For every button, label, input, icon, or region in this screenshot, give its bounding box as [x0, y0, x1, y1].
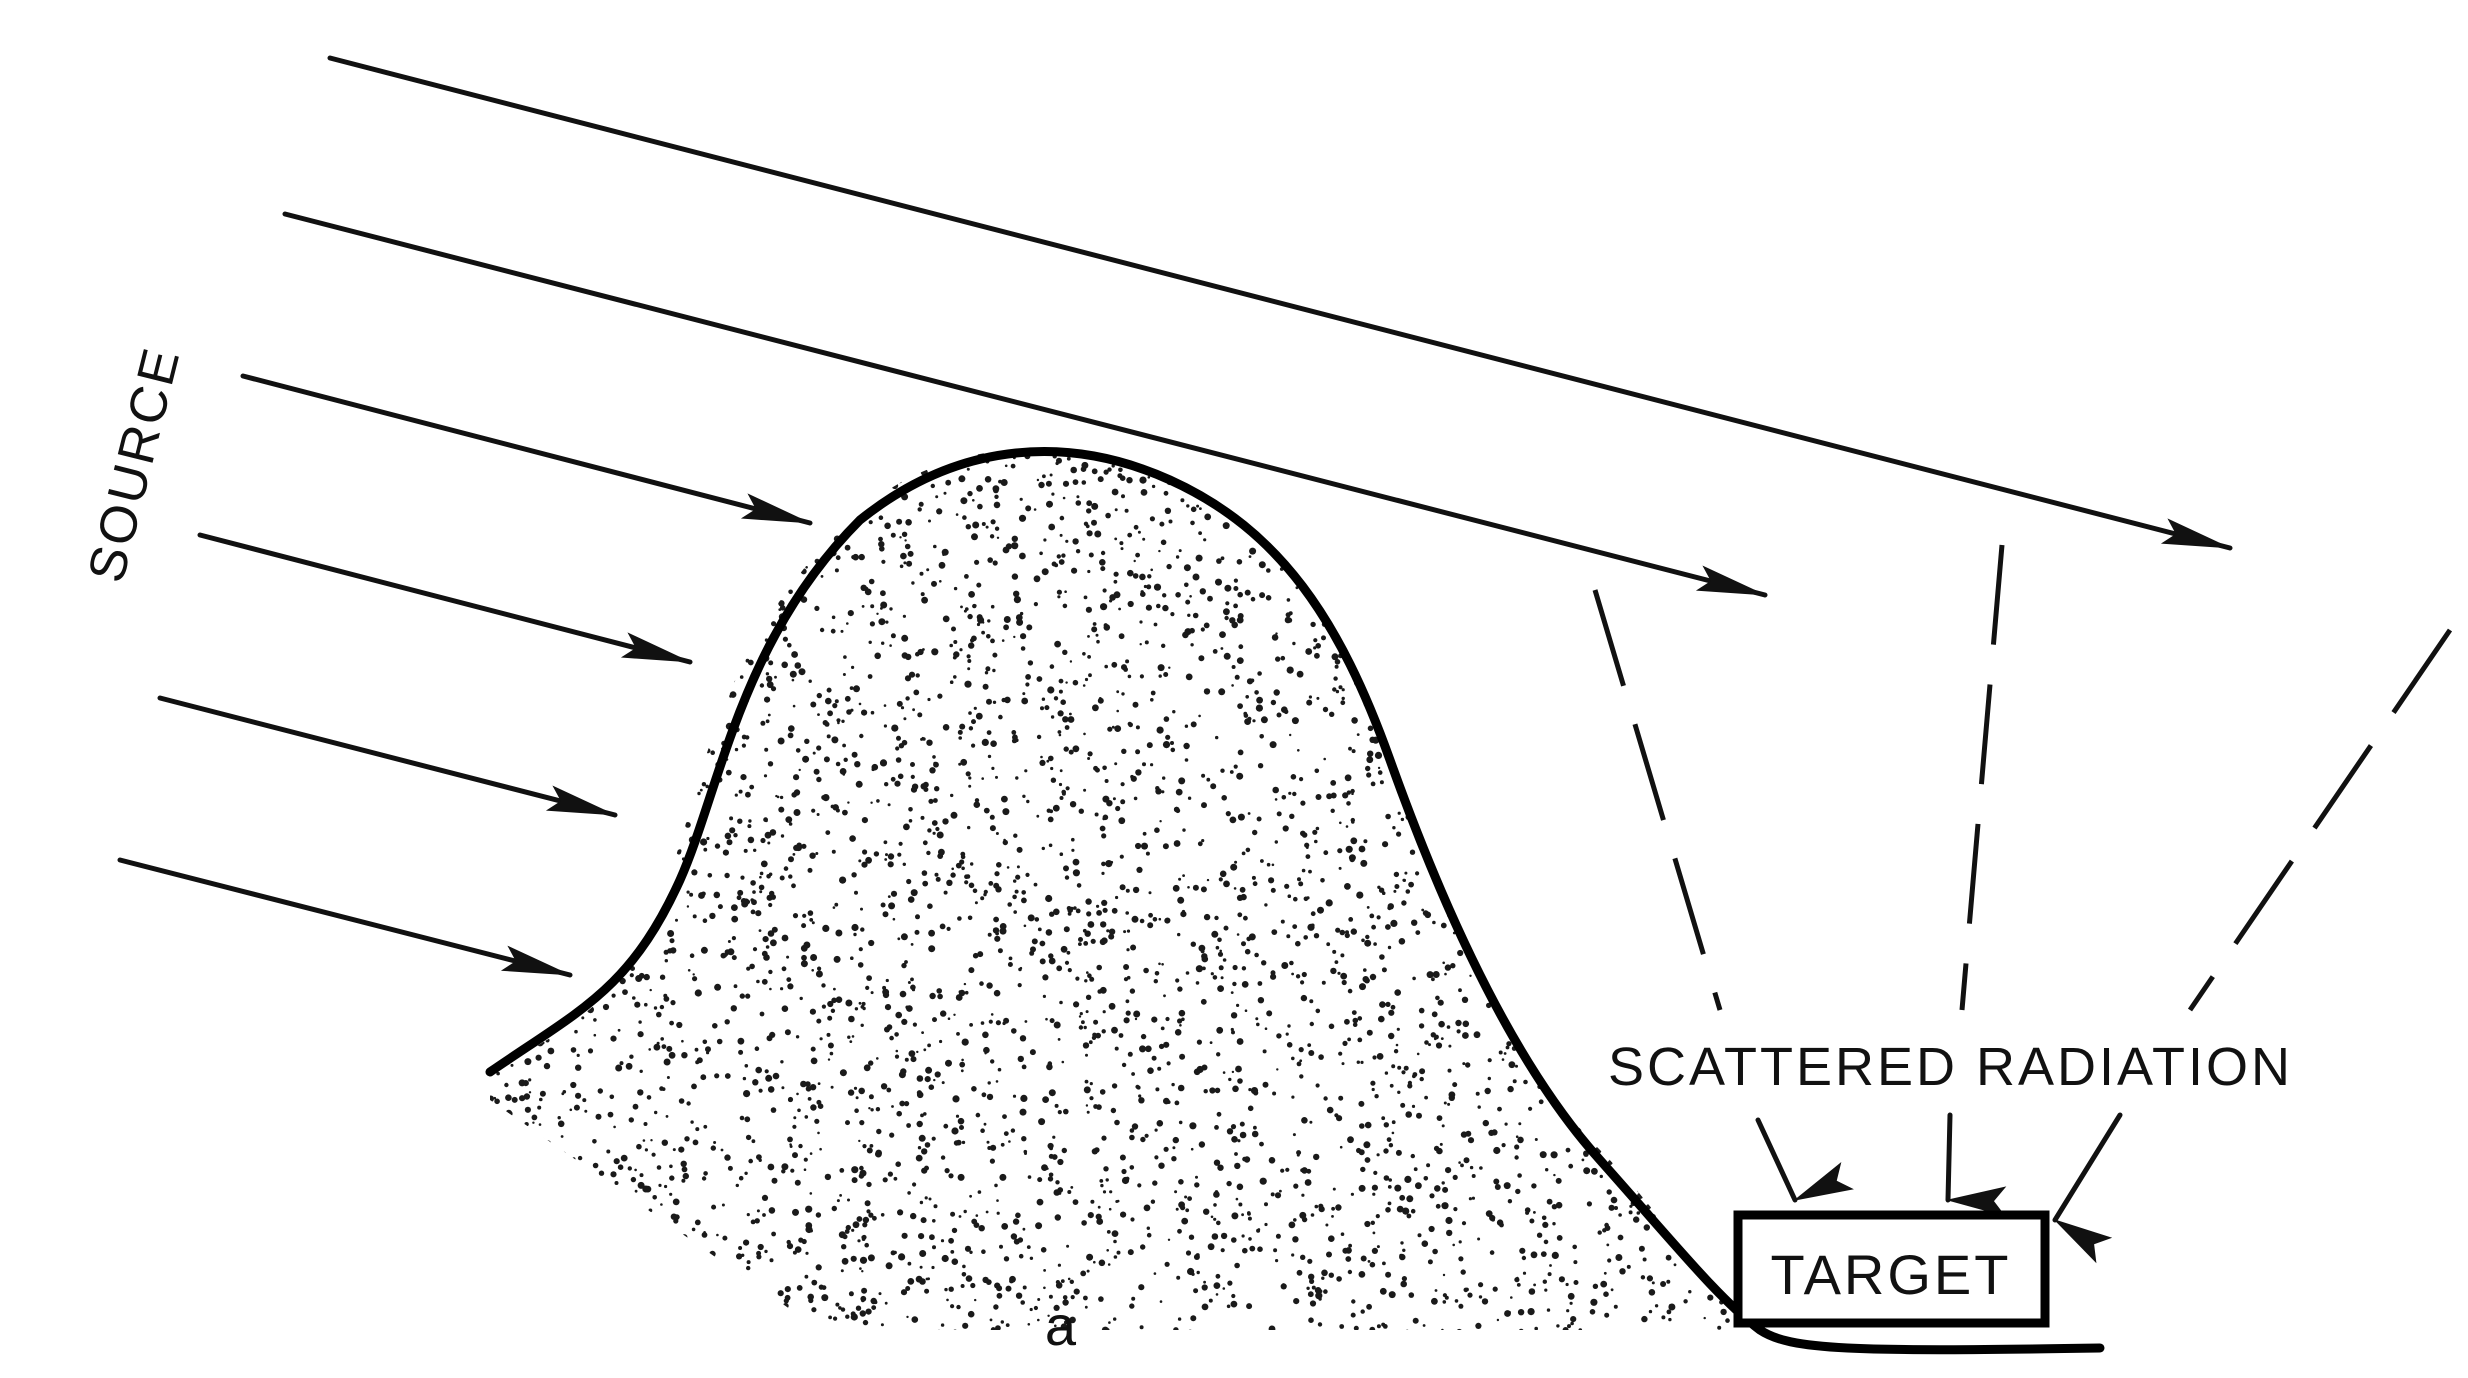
ray-4	[197, 532, 693, 665]
ray-1	[327, 55, 2233, 551]
scattered-arrow-right	[2052, 1112, 2123, 1264]
scattered-ray-left	[1592, 589, 1723, 1011]
scattered-ray-middle	[1959, 544, 2005, 1011]
source-label: SOURCE	[77, 341, 191, 588]
ray-5	[157, 695, 618, 818]
incoming-rays	[117, 55, 2233, 978]
scattered-rays	[1592, 544, 2453, 1264]
ray-3	[240, 373, 813, 526]
target-label: TARGET	[1771, 1243, 2012, 1306]
ray-6	[117, 857, 573, 978]
scattered-radiation-label: SCATTERED RADIATION	[1608, 1037, 2293, 1097]
panel-label: a	[1045, 1294, 1079, 1357]
scattered-ray-right	[2187, 628, 2453, 1012]
scattered-arrow-middle	[1945, 1112, 2007, 1217]
ray-2	[282, 211, 1768, 598]
scattered-arrow-left	[1755, 1117, 1854, 1203]
target-box: TARGET	[1733, 1210, 2050, 1328]
